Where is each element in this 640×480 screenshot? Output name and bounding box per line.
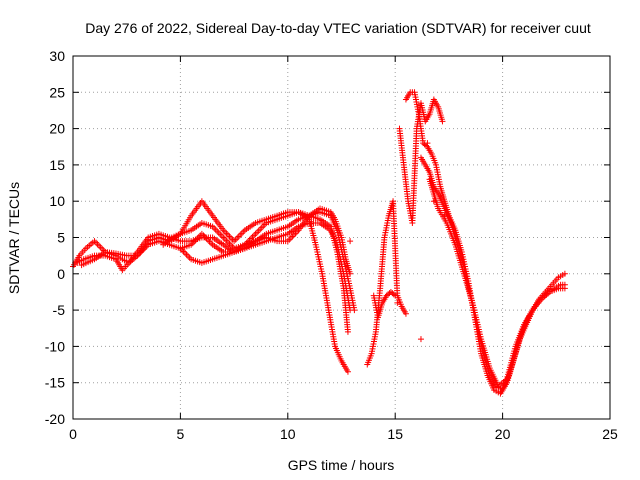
chart-title: Day 276 of 2022, Sidereal Day-to-day VTE… bbox=[85, 20, 591, 36]
data-point bbox=[394, 299, 401, 306]
data-point bbox=[182, 250, 189, 257]
x-tick-label: 10 bbox=[280, 426, 296, 442]
x-tick-label: 20 bbox=[495, 426, 511, 442]
data-point bbox=[251, 232, 258, 239]
data-point bbox=[287, 235, 294, 242]
data-point bbox=[212, 226, 219, 233]
y-tick-label: -5 bbox=[53, 302, 66, 318]
data-point bbox=[430, 198, 437, 205]
data-point bbox=[237, 231, 244, 238]
data-point bbox=[441, 212, 448, 219]
data-point bbox=[344, 328, 351, 335]
data-point bbox=[238, 230, 245, 237]
series-track-5 bbox=[177, 209, 358, 314]
data-point bbox=[417, 336, 424, 343]
y-tick-label: -20 bbox=[45, 411, 65, 427]
y-tick-label: -15 bbox=[45, 375, 65, 391]
x-ticks: 0 5 10 15 20 25 bbox=[69, 56, 618, 442]
x-axis-label: GPS time / hours bbox=[288, 457, 395, 473]
data-point bbox=[97, 244, 104, 251]
data-point bbox=[180, 248, 187, 255]
data-point bbox=[439, 118, 446, 125]
y-tick-label: 10 bbox=[49, 193, 65, 209]
y-tick-label: 20 bbox=[49, 121, 65, 137]
data-point bbox=[99, 245, 106, 252]
y-tick-label: 5 bbox=[57, 230, 65, 246]
data-points bbox=[70, 89, 568, 397]
data-point bbox=[424, 140, 431, 147]
series-track-6 bbox=[364, 198, 409, 368]
data-point bbox=[183, 251, 190, 258]
data-point bbox=[93, 239, 100, 246]
data-point bbox=[214, 228, 221, 235]
data-point bbox=[254, 229, 261, 236]
data-point bbox=[392, 292, 399, 299]
data-point bbox=[257, 226, 264, 233]
y-tick-label: 15 bbox=[49, 157, 65, 173]
data-point bbox=[286, 236, 293, 243]
x-tick-label: 5 bbox=[177, 426, 185, 442]
x-tick-label: 25 bbox=[602, 426, 618, 442]
y-axis-label: SDTVAR / TECUs bbox=[6, 182, 22, 294]
series-track-7 bbox=[370, 288, 399, 321]
y-tick-label: 25 bbox=[49, 84, 65, 100]
data-point bbox=[249, 233, 256, 240]
data-point bbox=[252, 230, 259, 237]
data-point bbox=[201, 233, 208, 240]
data-point bbox=[347, 238, 354, 245]
y-ticks: -20 -15 -10 -5 0 5 10 15 20 25 30 bbox=[45, 48, 610, 427]
data-point bbox=[351, 307, 358, 314]
series-track-11 bbox=[426, 176, 568, 390]
data-point bbox=[235, 233, 242, 240]
data-point bbox=[260, 223, 267, 230]
y-tick-label: -10 bbox=[45, 338, 65, 354]
data-point bbox=[234, 235, 241, 242]
data-point bbox=[96, 242, 103, 249]
data-point bbox=[258, 224, 265, 231]
data-point bbox=[208, 240, 215, 247]
data-point bbox=[402, 310, 409, 317]
x-tick-label: 0 bbox=[69, 426, 77, 442]
data-point bbox=[240, 228, 247, 235]
data-point bbox=[185, 253, 192, 260]
data-point bbox=[255, 227, 262, 234]
series-outliers bbox=[347, 140, 448, 343]
series-track-3 bbox=[78, 209, 351, 375]
data-point bbox=[561, 285, 568, 292]
data-point bbox=[206, 238, 213, 245]
data-point bbox=[390, 291, 397, 298]
x-tick-label: 15 bbox=[387, 426, 403, 442]
y-tick-label: 0 bbox=[57, 266, 65, 282]
data-point bbox=[561, 270, 568, 277]
series-track-1 bbox=[70, 219, 354, 314]
y-tick-label: 30 bbox=[49, 48, 65, 64]
data-point bbox=[344, 368, 351, 375]
